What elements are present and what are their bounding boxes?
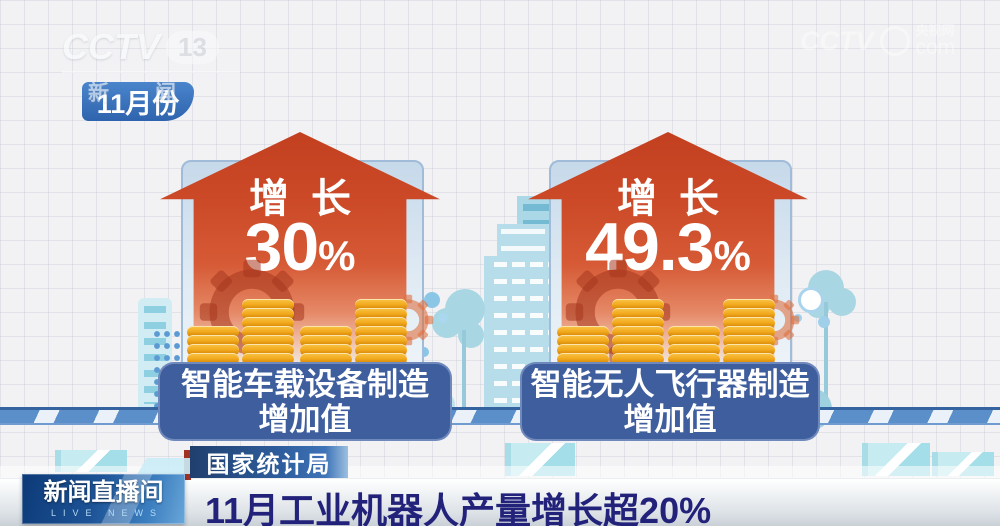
coin-stack <box>612 299 664 365</box>
watermark-domain-text: com <box>915 36 956 59</box>
headline-text: 11月工业机器人产量增长超20% <box>205 490 712 526</box>
category-banner-left: 智能车载设备制造 增加值 <box>158 362 452 441</box>
channel-number-badge: 13 <box>166 30 219 64</box>
tree-canopy <box>828 288 856 316</box>
channel-name-cn: 新闻 <box>88 82 222 105</box>
cctv13-watermark: CCTV 13 新闻 <box>62 26 252 107</box>
period-tag-label: 11月份 <box>96 89 180 119</box>
tree-trunk <box>824 302 828 414</box>
category-line1: 智能无人飞行器制造 <box>530 366 810 402</box>
road-stripe <box>0 407 1000 425</box>
watermark-site-text: 央视网 <box>915 23 955 38</box>
source-tag: 国家统计局 <box>190 446 348 478</box>
tree-trunk <box>462 330 466 412</box>
watermark-cctv-text: CCTV <box>800 25 874 56</box>
coin-stack <box>187 326 239 365</box>
category-banner-right: 智能无人飞行器制造 增加值 <box>520 362 820 441</box>
coin-stack <box>668 326 720 365</box>
program-subtitle: LIVE NEWS <box>50 508 163 518</box>
percent-sign: % <box>713 232 751 279</box>
coin-stack <box>723 299 775 365</box>
percent-sign: % <box>318 232 356 279</box>
category-line2: 增加值 <box>258 401 352 437</box>
coin-stack <box>242 299 294 365</box>
program-logo: 新闻直播间 LIVE NEWS <box>22 474 185 524</box>
coin-stack <box>300 326 352 365</box>
coin-stack <box>355 299 407 365</box>
logo-underline <box>62 71 240 73</box>
category-line2: 增加值 <box>623 401 717 437</box>
bubble <box>438 313 448 323</box>
bubble <box>424 292 440 308</box>
coin-stack <box>557 326 609 365</box>
period-tag: 11月份 <box>82 82 194 121</box>
growth-label: 增长 <box>617 177 741 221</box>
bubble <box>818 316 830 328</box>
source-tag-label: 国家统计局 <box>206 451 332 477</box>
program-title: 新闻直播间 <box>43 479 164 506</box>
building-narrow-tower <box>497 224 549 260</box>
bubble <box>798 287 824 313</box>
cctv-com-watermark: CCTV 央视网 com <box>800 24 955 58</box>
growth-label: 增长 <box>249 177 373 221</box>
building-windows <box>501 229 545 255</box>
category-line1: 智能车载设备制造 <box>181 366 429 402</box>
cctv-ring-icon <box>879 26 910 56</box>
bubble <box>419 347 429 357</box>
tree-canopy <box>432 308 462 338</box>
cctv-logo-text: CCTV <box>62 26 160 67</box>
